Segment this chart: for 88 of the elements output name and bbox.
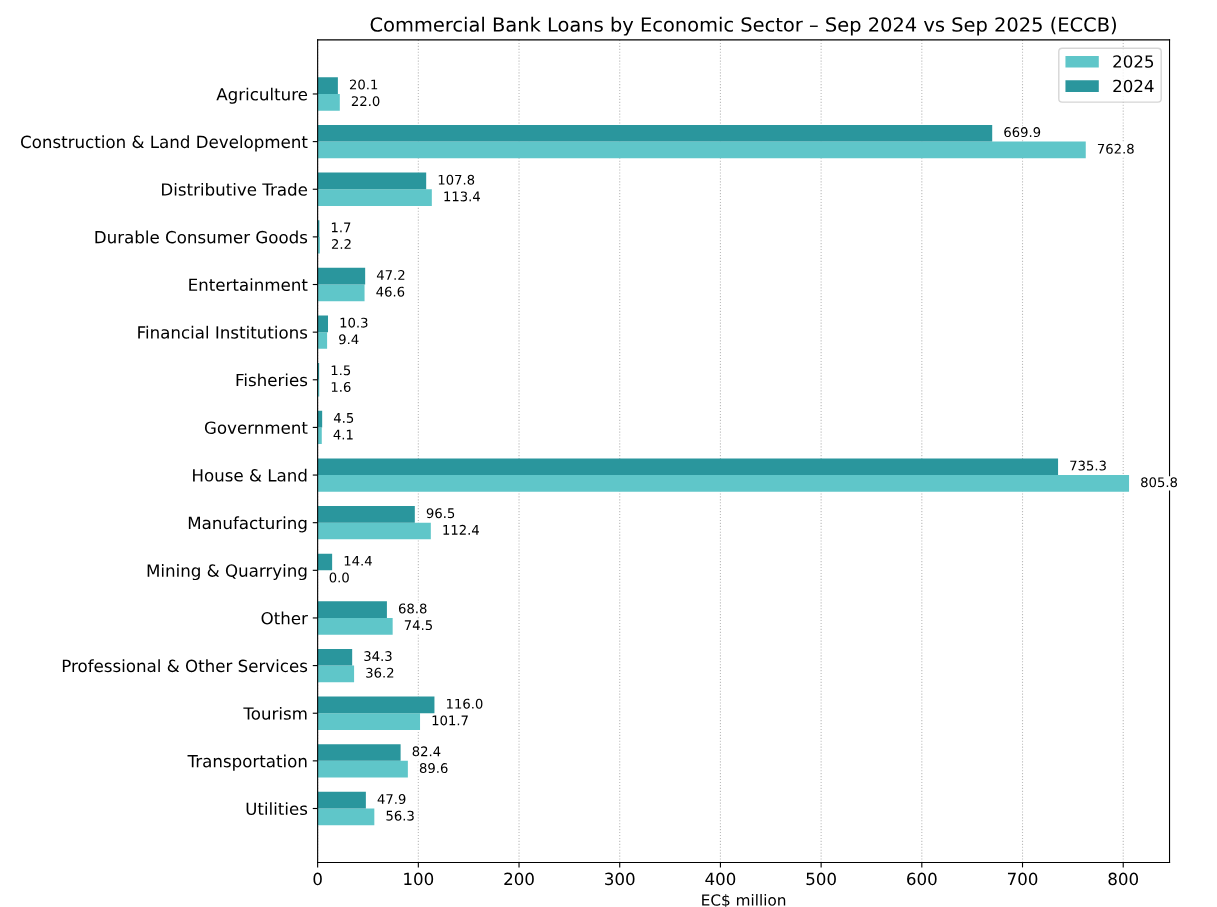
data-label: 22.0 — [351, 96, 380, 107]
data-label: 735.3 — [1070, 460, 1106, 471]
data-label: 1.5 — [331, 365, 351, 376]
bar — [317, 522, 431, 540]
bar — [317, 236, 320, 254]
bar — [317, 648, 353, 666]
x-tick-label: 500 — [806, 872, 836, 886]
bar — [317, 744, 401, 761]
bar — [317, 267, 366, 285]
data-label: 2.2 — [331, 239, 351, 249]
bar — [317, 332, 328, 349]
data-label: 669.9 — [1004, 127, 1041, 138]
x-tick-label: 400 — [705, 872, 736, 886]
bar — [317, 808, 375, 826]
data-label: 74.5 — [404, 620, 432, 631]
x-tick-label: 600 — [907, 872, 937, 886]
data-label: 805.8 — [1141, 477, 1178, 488]
data-label: 68.8 — [398, 603, 427, 614]
y-tick-label: Transportation — [187, 754, 307, 771]
bar — [317, 713, 421, 730]
y-tick-label: Entertainment — [189, 278, 308, 292]
data-label: 34.3 — [364, 651, 392, 662]
y-tick-label: Distributive Trade — [162, 182, 308, 196]
data-label: 82.4 — [412, 746, 441, 757]
legend-label: 2024 — [1113, 79, 1154, 93]
bar — [317, 77, 338, 94]
y-tick-label: Construction & Land Development — [21, 135, 308, 152]
bar — [317, 284, 365, 302]
bar — [317, 458, 1059, 476]
bar — [317, 189, 432, 206]
y-tick-label: Other — [261, 611, 308, 625]
data-label: 46.6 — [376, 286, 405, 297]
y-tick-label: Utilities — [246, 802, 308, 816]
data-label: 47.2 — [376, 270, 405, 280]
bar — [317, 553, 333, 571]
data-label: 1.7 — [331, 222, 351, 233]
bar — [317, 760, 408, 778]
data-label: 1.6 — [331, 381, 351, 392]
y-tick-label: Professional & Other Services — [62, 659, 308, 673]
data-label: 20.1 — [349, 79, 378, 90]
bar — [317, 601, 387, 618]
bar — [317, 696, 435, 714]
data-label: 112.4 — [443, 524, 479, 535]
y-tick-label: Mining & Quarrying — [147, 563, 307, 581]
data-label: 107.8 — [438, 174, 475, 185]
x-tick-label: 800 — [1108, 872, 1139, 886]
bar — [317, 475, 1130, 492]
bar — [317, 791, 366, 809]
x-tick-label: 100 — [404, 872, 434, 886]
data-label: 9.4 — [339, 334, 359, 345]
bar — [317, 427, 322, 445]
data-label: 101.7 — [432, 715, 468, 726]
data-label: 10.3 — [340, 317, 368, 328]
data-label: 762.8 — [1097, 143, 1134, 154]
x-tick-label: 0 — [313, 872, 322, 886]
x-tick-label: 300 — [605, 872, 635, 886]
y-tick-label: Government — [204, 421, 308, 434]
bar — [317, 506, 415, 523]
legend-label: 2025 — [1113, 55, 1154, 68]
data-label: 116.0 — [447, 698, 483, 709]
chart-title: Commercial Bank Loans by Economic Sector – Sep 2024 vs Sep 2025 (ECCB) — [370, 16, 1116, 36]
y-tick-label: Tourism — [243, 706, 307, 720]
data-label: 113.4 — [444, 191, 480, 202]
y-tick-label: Manufacturing — [188, 516, 307, 533]
data-label: 89.6 — [419, 763, 448, 774]
x-axis-title: EC$ million — [702, 893, 786, 907]
bar — [317, 141, 1086, 159]
y-tick-label: Financial Institutions — [138, 325, 308, 339]
bar — [317, 93, 340, 111]
x-tick-label: 200 — [504, 872, 534, 886]
data-label: 47.9 — [377, 794, 406, 804]
bar — [317, 315, 329, 333]
y-tick-label: Fisheries — [236, 373, 308, 387]
data-label: 4.5 — [333, 413, 354, 423]
data-label: 96.5 — [426, 508, 455, 519]
data-label: 56.3 — [386, 810, 414, 821]
y-tick-label: Durable Consumer Goods — [95, 230, 308, 244]
x-tick-label: 700 — [1007, 872, 1038, 886]
data-label: 14.4 — [344, 556, 372, 566]
data-label: 0.0 — [329, 572, 349, 583]
bar — [317, 172, 427, 190]
bar — [317, 665, 355, 683]
data-label: 36.2 — [366, 667, 394, 678]
data-label: 4.1 — [333, 429, 353, 440]
y-tick-label: House & Land — [193, 468, 307, 482]
bar — [317, 124, 993, 142]
bar — [317, 617, 393, 635]
y-tick-label: Agriculture — [216, 87, 308, 104]
